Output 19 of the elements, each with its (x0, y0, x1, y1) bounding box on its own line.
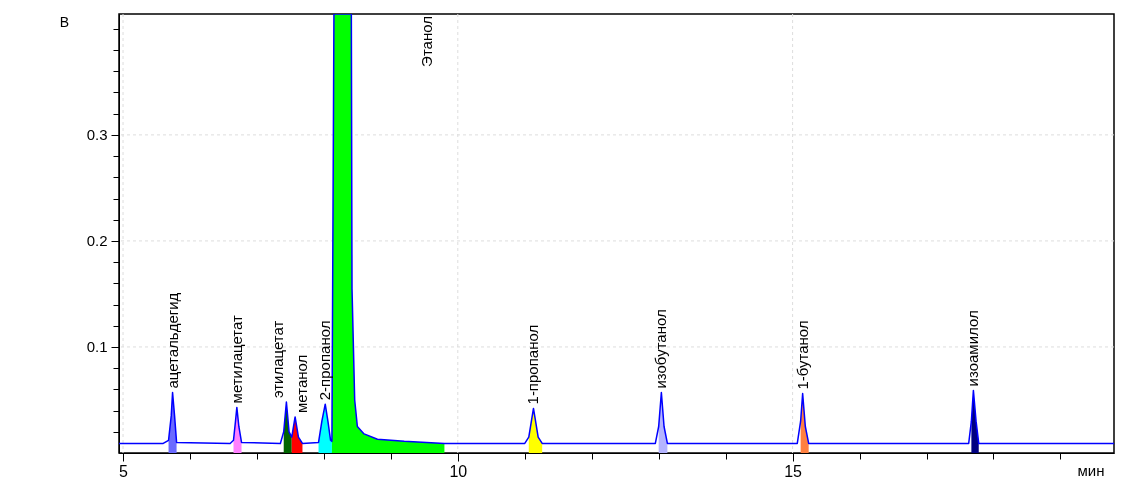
annotation: метилацетат (227, 314, 245, 404)
y-tick-label: 0.3 (86, 126, 108, 144)
annotation: изоамилол (964, 310, 982, 387)
annotation: 1-пропанол (524, 324, 542, 405)
line-series (119, 14, 1114, 445)
x-axis-title: мин (1077, 461, 1105, 479)
annotation: 1-бутанол (793, 320, 811, 390)
annotation: этилацетат (269, 320, 287, 399)
annotation: Этанол (418, 16, 436, 67)
annotation: изобутанол (652, 309, 670, 389)
x-tick-label: 5 (119, 462, 129, 480)
annotation: 2-пропанол (316, 320, 334, 401)
y-tick-label: 0.1 (86, 338, 108, 356)
y-tick-label: 0.2 (86, 232, 108, 250)
annotation: метанол (293, 354, 311, 413)
x-tick-label: 15 (784, 462, 803, 480)
x-tick-label: 10 (449, 462, 468, 480)
annotation: ацетальдегид (163, 292, 181, 389)
y-axis-title: В (59, 13, 70, 30)
